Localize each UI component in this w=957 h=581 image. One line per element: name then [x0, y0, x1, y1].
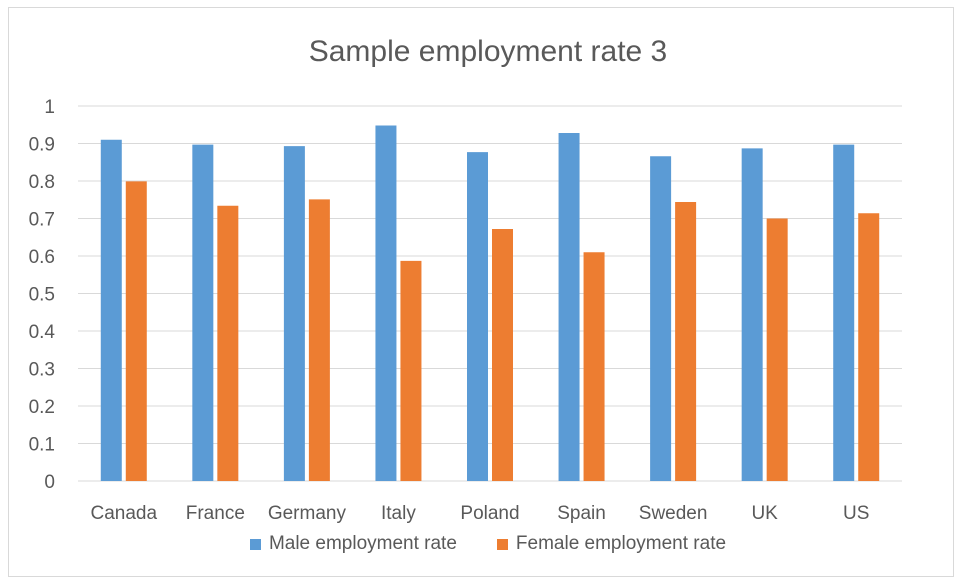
- y-tick-label: 0.5: [29, 285, 55, 306]
- bar-female-canada: [125, 181, 147, 481]
- chart-legend: Male employment rate Female employment r…: [0, 533, 957, 555]
- x-tick-label: Poland: [460, 503, 519, 524]
- bar-male-france: [192, 144, 214, 481]
- legend-item-female: Female employment rate: [496, 533, 727, 555]
- bar-male-poland: [467, 152, 488, 481]
- x-tick-label: France: [186, 503, 245, 524]
- bar-female-spain: [583, 252, 605, 481]
- y-tick-label: 0.7: [29, 210, 55, 231]
- bar-male-italy: [375, 125, 397, 481]
- bar-female-sweden: [675, 202, 697, 481]
- x-tick-label: Canada: [90, 503, 157, 524]
- y-tick-label: 0.4: [29, 322, 56, 343]
- x-tick-label: Spain: [557, 503, 606, 524]
- x-tick-label: Italy: [381, 503, 416, 524]
- y-tick-label: 0.3: [29, 360, 55, 381]
- y-tick-label: 0.1: [29, 435, 55, 456]
- legend-label-male: Male employment rate: [268, 533, 457, 554]
- x-tick-label: Sweden: [639, 503, 708, 524]
- chart-title: Sample employment rate 3: [308, 35, 668, 68]
- x-tick-label: UK: [751, 503, 778, 524]
- y-tick-label: 1: [44, 97, 55, 118]
- legend-label-female: Female employment rate: [515, 533, 727, 554]
- bar-female-germany: [308, 199, 330, 481]
- y-tick-label: 0.9: [29, 135, 55, 156]
- bar-male-germany: [283, 146, 305, 481]
- y-tick-label: 0.8: [29, 172, 55, 193]
- bar-female-us: [858, 213, 880, 481]
- x-tick-label: Germany: [268, 503, 347, 524]
- legend-swatch-female: [496, 538, 508, 550]
- bar-male-sweden: [650, 156, 672, 481]
- bar-male-canada: [100, 139, 122, 481]
- bar-male-spain: [558, 133, 580, 481]
- legend-item-male: Male employment rate: [249, 533, 457, 555]
- bar-male-uk: [741, 148, 763, 481]
- legend-swatch-male: [249, 538, 261, 550]
- bar-female-italy: [400, 260, 422, 481]
- y-tick-label: 0.6: [29, 247, 55, 268]
- bar-female-uk: [766, 218, 788, 481]
- y-tick-label: 0: [44, 472, 55, 493]
- bar-male-us: [833, 144, 855, 481]
- x-tick-label: US: [843, 503, 869, 524]
- y-tick-label: 0.2: [29, 397, 55, 418]
- bar-female-poland: [492, 229, 513, 481]
- bar-female-france: [217, 205, 239, 481]
